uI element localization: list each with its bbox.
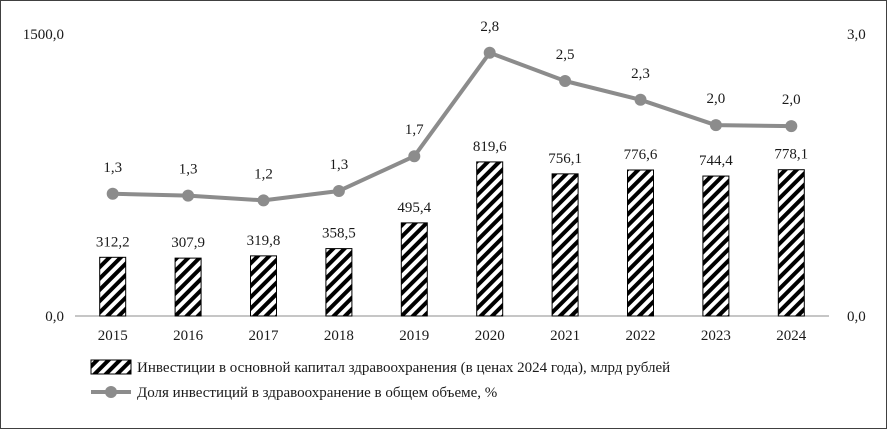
bar: [551, 173, 579, 317]
x-tick-label: 2015: [98, 328, 128, 344]
legend-swatch-marker: [105, 386, 117, 398]
bar-value-label: 495,4: [397, 200, 431, 216]
legend-label-line: Доля инвестиций в здравоохранение в обще…: [137, 385, 497, 401]
y-left-tick-label: 0,0: [45, 309, 64, 325]
bar: [250, 255, 277, 317]
x-tick-label: 2018: [324, 328, 354, 344]
line-value-label: 1,3: [179, 162, 198, 178]
x-tick-label: 2019: [399, 328, 429, 344]
line-point: [408, 150, 421, 163]
line-series: [106, 46, 798, 207]
bar: [702, 175, 730, 317]
x-tick-label: 2024: [776, 328, 807, 344]
line-point: [709, 119, 722, 132]
bar-value-label: 319,8: [247, 233, 281, 249]
bar-value-label: 358,5: [322, 226, 356, 242]
bar-value-label: 776,6: [624, 147, 658, 163]
x-tick-label: 2017: [249, 328, 280, 344]
line-point: [332, 184, 345, 197]
line-value-label: 2,5: [556, 47, 575, 63]
line-value-label: 1,2: [254, 166, 273, 182]
x-tick-label: 2016: [173, 328, 204, 344]
bar: [476, 161, 504, 317]
line-point: [483, 46, 496, 59]
x-tick-label: 2022: [626, 328, 656, 344]
line-value-label: 1,3: [103, 160, 122, 176]
data-labels: 312,2 307,9 319,8 358,5 495,4 819,6 756,1 776,6…: [96, 19, 808, 251]
line-point: [106, 187, 119, 200]
y-left-tick-label: 1500,0: [23, 27, 64, 43]
line-value-label: 2,0: [782, 92, 801, 108]
legend-swatch-bars: [90, 359, 132, 375]
y-right-tick-label: 0,0: [847, 309, 866, 325]
bar-series: [99, 161, 805, 317]
line-point: [559, 75, 572, 87]
line-value-label: 2,3: [631, 66, 650, 82]
bar-value-label: 819,6: [473, 139, 507, 155]
bar: [174, 257, 202, 317]
line-point: [182, 189, 195, 202]
legend-label-bars: Инвестиции в основной капитал здравоохра…: [137, 360, 670, 376]
bar: [99, 256, 127, 317]
y-right-tick-label: 3,0: [847, 27, 866, 43]
bar: [325, 248, 353, 317]
line-point: [785, 120, 798, 133]
line-path: [112, 50, 792, 203]
bar-value-label: 307,9: [171, 235, 205, 251]
x-tick-label: 2023: [701, 328, 731, 344]
line-value-label: 1,3: [330, 157, 349, 173]
bar-value-label: 756,1: [548, 151, 582, 167]
x-tick-label: 2021: [550, 328, 580, 344]
line-point: [634, 93, 647, 106]
line-point: [257, 194, 270, 207]
x-tick-label: 2020: [475, 328, 505, 344]
bar-value-label: 312,2: [96, 234, 130, 250]
axes: 0,0 1500,0 0,0 3,0 2015 2016 2017 2018 2019 2020 2…: [23, 27, 866, 344]
line-value-label: 2,8: [480, 19, 499, 35]
bar: [627, 169, 654, 317]
bar: [400, 222, 428, 317]
line-value-label: 2,0: [707, 91, 726, 107]
bar-value-label: 744,4: [699, 153, 733, 169]
line-value-label: 1,7: [405, 122, 424, 138]
bar-value-label: 778,1: [774, 147, 808, 163]
bar: [777, 169, 805, 317]
legend: Инвестиции в основной капитал здравоохра…: [90, 359, 670, 401]
